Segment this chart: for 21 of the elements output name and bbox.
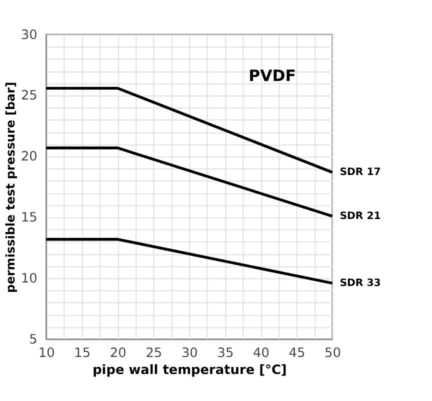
x-tick-label: 25 [146, 346, 162, 362]
x-tick-label: 45 [288, 346, 306, 362]
x-tick-label: 15 [74, 346, 91, 362]
x-axis-title: pipe wall temperature [°C] [92, 362, 287, 378]
y-tick-label: 10 [20, 271, 38, 286]
x-tick-label: 10 [38, 346, 55, 362]
annotation: PVDF [248, 66, 296, 85]
y-tick-label: 20 [20, 150, 38, 165]
y-tick-label: 25 [20, 88, 38, 104]
x-tick-label: 50 [324, 346, 341, 362]
series-label: SDR 17 [340, 167, 381, 178]
y-tick-label: 15 [20, 210, 38, 226]
x-tick-label: 35 [217, 346, 234, 362]
y-tick-label: 5 [29, 332, 38, 348]
y-tick-label: 30 [20, 28, 38, 43]
x-tick-label: 30 [181, 346, 198, 362]
x-tick-label: 20 [110, 346, 126, 362]
x-tick-label: 40 [253, 346, 270, 362]
series-label: SDR 21 [340, 210, 381, 222]
y-axis-title: permissible test pressure [bar] [3, 82, 18, 293]
series-label: SDR 33 [340, 278, 381, 289]
